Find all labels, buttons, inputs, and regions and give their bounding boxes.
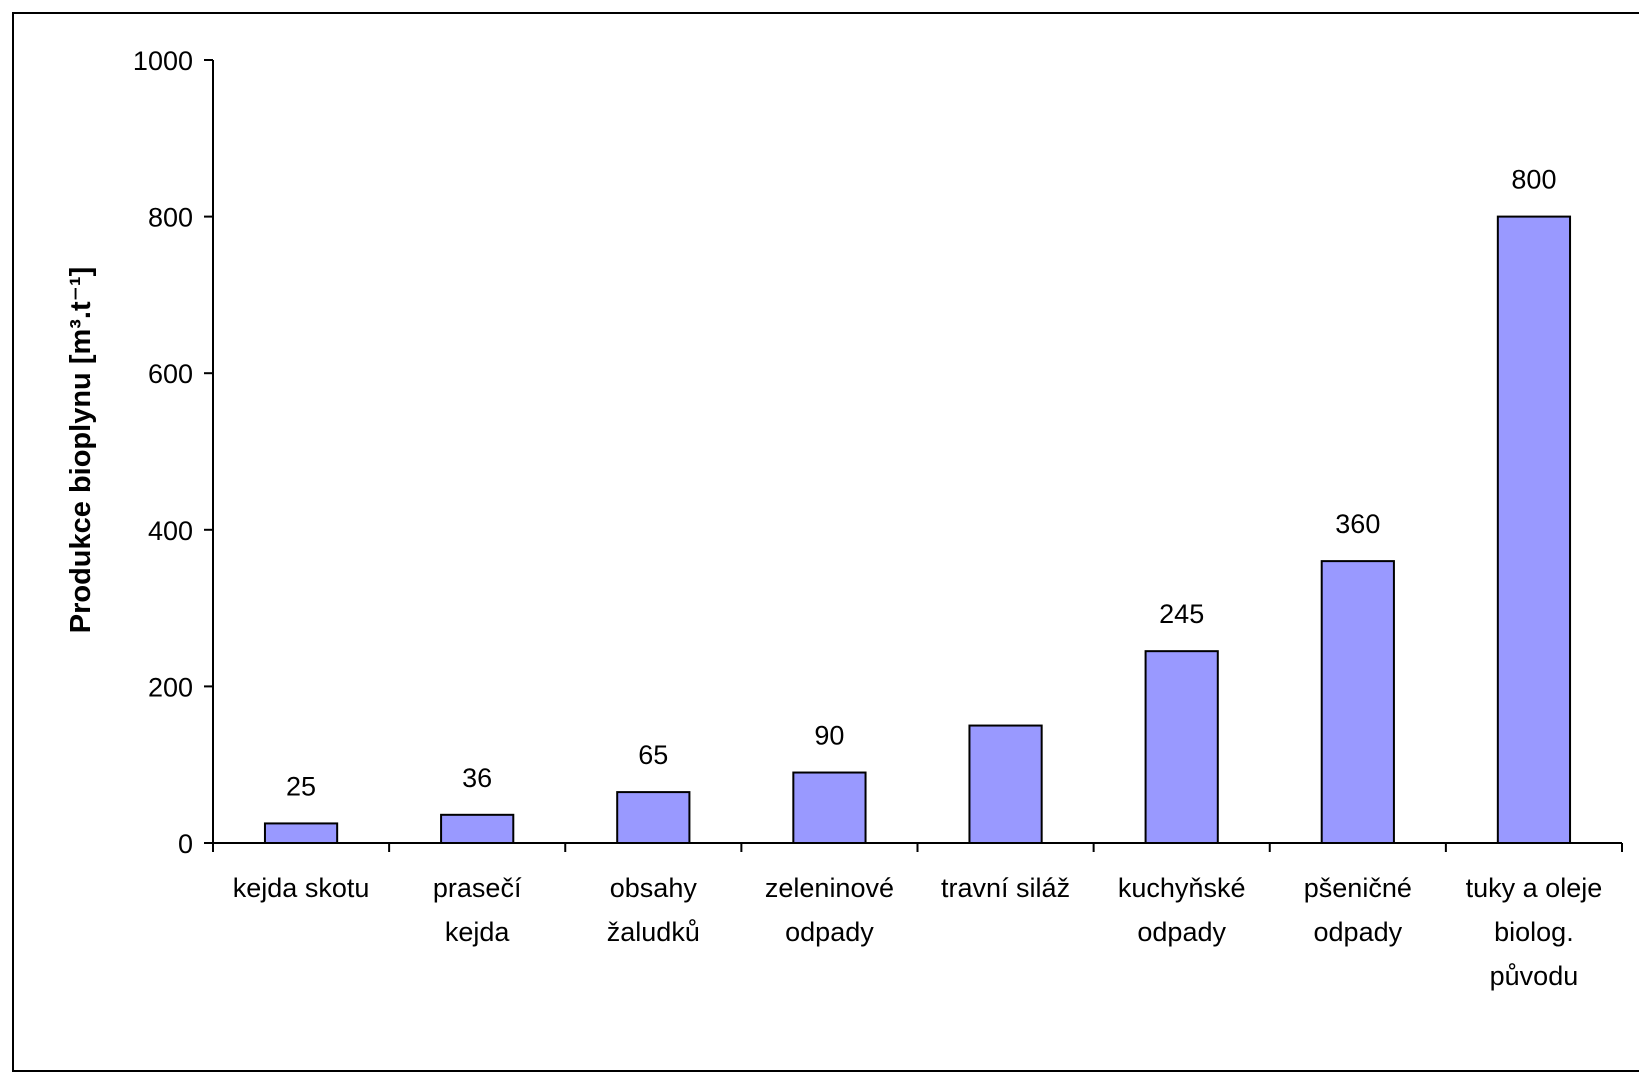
chart-frame <box>12 12 1639 1072</box>
bars <box>263 215 1572 845</box>
y-tick-label: 1000 <box>133 46 193 76</box>
y-tick-label: 800 <box>148 203 193 233</box>
x-category-label: prasečí kejda <box>433 873 522 947</box>
x-category-label: tuky a oleje biolog. původu <box>1466 873 1603 991</box>
y-tick-label: 600 <box>148 359 193 389</box>
bar <box>1144 650 1219 844</box>
data-labels: 25 36 65 90 245 360 800 <box>286 165 1556 802</box>
bar-chart: 0 200 400 600 800 1000 kejda skotu prasečí kejd… <box>65 46 1623 991</box>
x-category-label: kejda skotu <box>233 873 370 903</box>
bar <box>440 813 515 845</box>
data-label: 25 <box>286 771 316 801</box>
y-tick-label: 400 <box>148 516 193 546</box>
x-category-label: zeleninové odpady <box>765 873 894 947</box>
x-category-label: kuchyňské odpady <box>1118 873 1246 947</box>
bar <box>616 791 691 844</box>
bar <box>1320 560 1395 844</box>
bar <box>792 771 867 845</box>
bar <box>968 724 1043 844</box>
bar <box>1496 215 1572 845</box>
data-label: 90 <box>814 721 844 751</box>
x-axis: kejda skotu prasečí kejda obsahy žaludků zele… <box>212 842 1623 991</box>
y-axis: 0 200 400 600 800 1000 <box>133 46 214 859</box>
data-label: 245 <box>1159 599 1204 629</box>
x-category-label: obsahy žaludků <box>607 873 700 947</box>
data-label: 800 <box>1511 165 1556 195</box>
y-tick-label: 0 <box>178 829 193 859</box>
bar <box>263 822 339 844</box>
y-tick-label: 200 <box>148 672 193 702</box>
y-axis-title: Produkce bioplynu [m³.t⁻¹] <box>65 267 97 634</box>
x-category-label: travní siláž <box>941 873 1070 903</box>
data-label: 36 <box>462 763 492 793</box>
data-label: 360 <box>1335 509 1380 539</box>
x-category-label: pšeničné odpady <box>1304 873 1412 947</box>
data-label: 65 <box>638 740 668 770</box>
